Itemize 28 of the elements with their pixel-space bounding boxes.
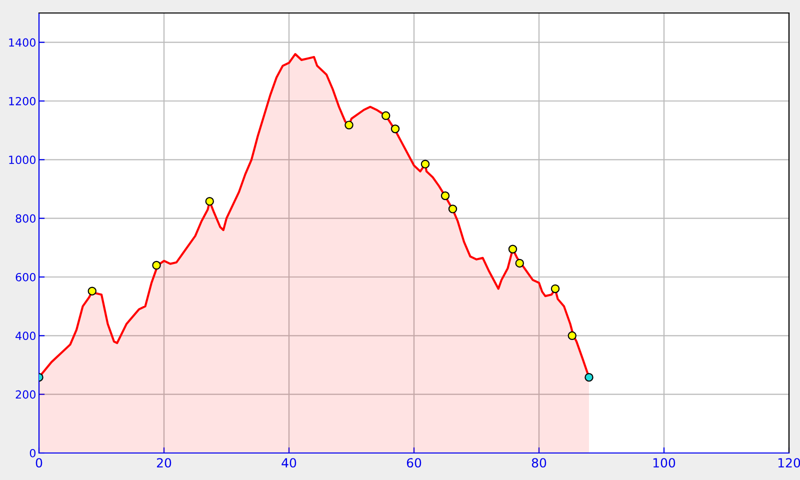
x-tick-label: 0 <box>36 458 42 468</box>
point <box>448 204 458 214</box>
y-tick-label: 400 <box>16 332 36 340</box>
x-tick-label: 20 <box>156 458 172 468</box>
point <box>568 331 576 340</box>
point <box>440 191 450 200</box>
y-tick-label: 1400 <box>9 38 36 47</box>
x-tick-label: 60 <box>406 458 422 468</box>
y-tick-label: 0 <box>30 448 36 458</box>
point <box>344 120 354 130</box>
point <box>88 286 96 296</box>
point <box>152 260 161 270</box>
y-tick-label: 1200 <box>9 96 36 106</box>
point <box>390 124 400 134</box>
y-tick-label: 600 <box>16 272 36 282</box>
x-tick-label: 40 <box>282 458 296 468</box>
point <box>508 244 518 254</box>
point <box>515 258 524 268</box>
x-tick-label: 100 <box>653 458 676 468</box>
point <box>550 284 560 294</box>
y-tick-label: 1000 <box>9 156 36 164</box>
y-tick-label: 800 <box>16 214 36 223</box>
y-tick-label: 200 <box>16 390 36 399</box>
x-tick-label: 80 <box>532 458 546 468</box>
point <box>205 196 214 206</box>
point <box>382 111 390 120</box>
point <box>420 160 430 168</box>
x-tick-label: 120 <box>778 458 800 468</box>
